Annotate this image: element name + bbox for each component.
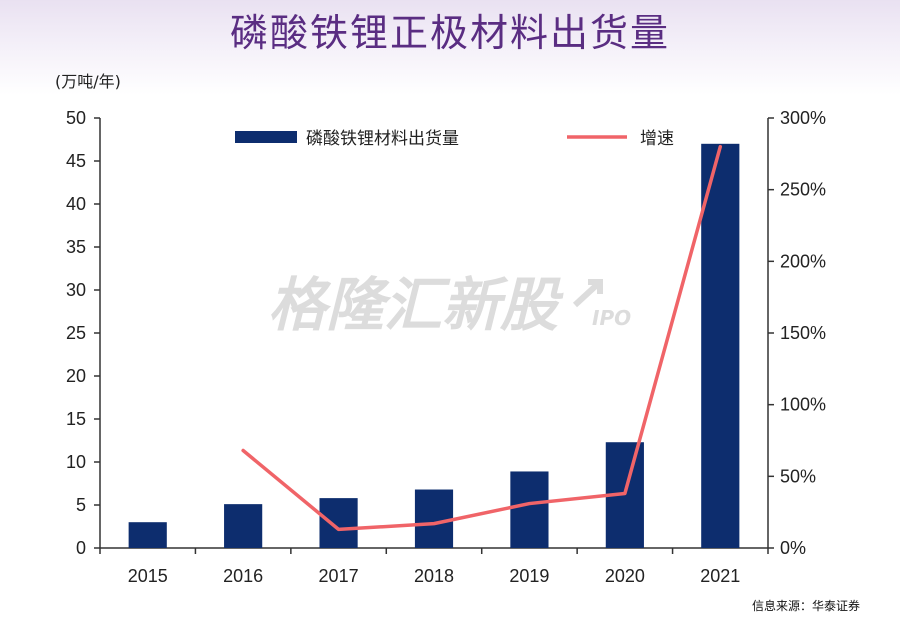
bar <box>701 143 740 549</box>
x-tick-label: 2015 <box>128 566 168 586</box>
y2-tick-label: 50% <box>780 466 816 486</box>
x-tick-label: 2019 <box>509 566 549 586</box>
legend-bar-label: 磷酸铁锂材料出货量 <box>306 129 459 149</box>
y-tick-label: 20 <box>66 366 86 386</box>
watermark: 格隆汇新股 IPO <box>268 271 631 339</box>
y2-tick-label: 300% <box>780 108 826 128</box>
watermark-arrow-icon <box>572 279 603 308</box>
bar <box>510 471 549 548</box>
bar <box>414 489 454 548</box>
x-tick-label: 2016 <box>223 566 263 586</box>
y-tick-label: 25 <box>66 323 86 343</box>
y-tick-label: 15 <box>66 409 86 429</box>
y-tick-label: 40 <box>66 194 86 214</box>
bar <box>319 498 358 548</box>
legend: 磷酸铁锂材料出货量 增速 <box>235 129 674 149</box>
y2-tick-label: 250% <box>780 180 826 200</box>
x-tick-label: 2020 <box>605 566 645 586</box>
y-tick-label: 45 <box>66 151 86 171</box>
bar <box>128 522 167 548</box>
y-tick-label: 5 <box>76 495 86 515</box>
growth-line <box>241 144 723 532</box>
y-axis-unit: (万吨/年) <box>55 72 121 91</box>
legend-bar-swatch <box>235 131 297 143</box>
growth-series-line <box>241 144 723 532</box>
source-note: 信息来源：华泰证券 <box>751 599 860 613</box>
y-tick-label: 10 <box>66 452 86 472</box>
bars <box>128 143 740 549</box>
y-tick-label: 35 <box>66 237 86 257</box>
y2-tick-label: 0% <box>780 538 806 558</box>
legend-line-label: 增速 <box>640 129 674 149</box>
axes: 0 5 10 15 20 25 30 35 40 45 50 0% 50% 100% 150% 200% 250… <box>66 108 826 586</box>
x-tick-label: 2018 <box>414 566 454 586</box>
y-tick-label: 50 <box>66 108 86 128</box>
y2-tick-label: 100% <box>780 395 826 415</box>
x-tick-label: 2021 <box>700 566 740 586</box>
x-tick-label: 2017 <box>319 566 359 586</box>
page-title: 磷酸铁锂正极材料出货量 <box>229 11 670 55</box>
watermark-text: 格隆汇新股 <box>268 271 564 339</box>
y2-tick-label: 200% <box>780 251 826 271</box>
bar <box>224 504 263 548</box>
y-tick-label: 30 <box>66 280 86 300</box>
y-tick-label: 0 <box>76 538 86 558</box>
watermark-sub-text: IPO <box>592 306 631 330</box>
y2-tick-label: 150% <box>780 323 826 343</box>
